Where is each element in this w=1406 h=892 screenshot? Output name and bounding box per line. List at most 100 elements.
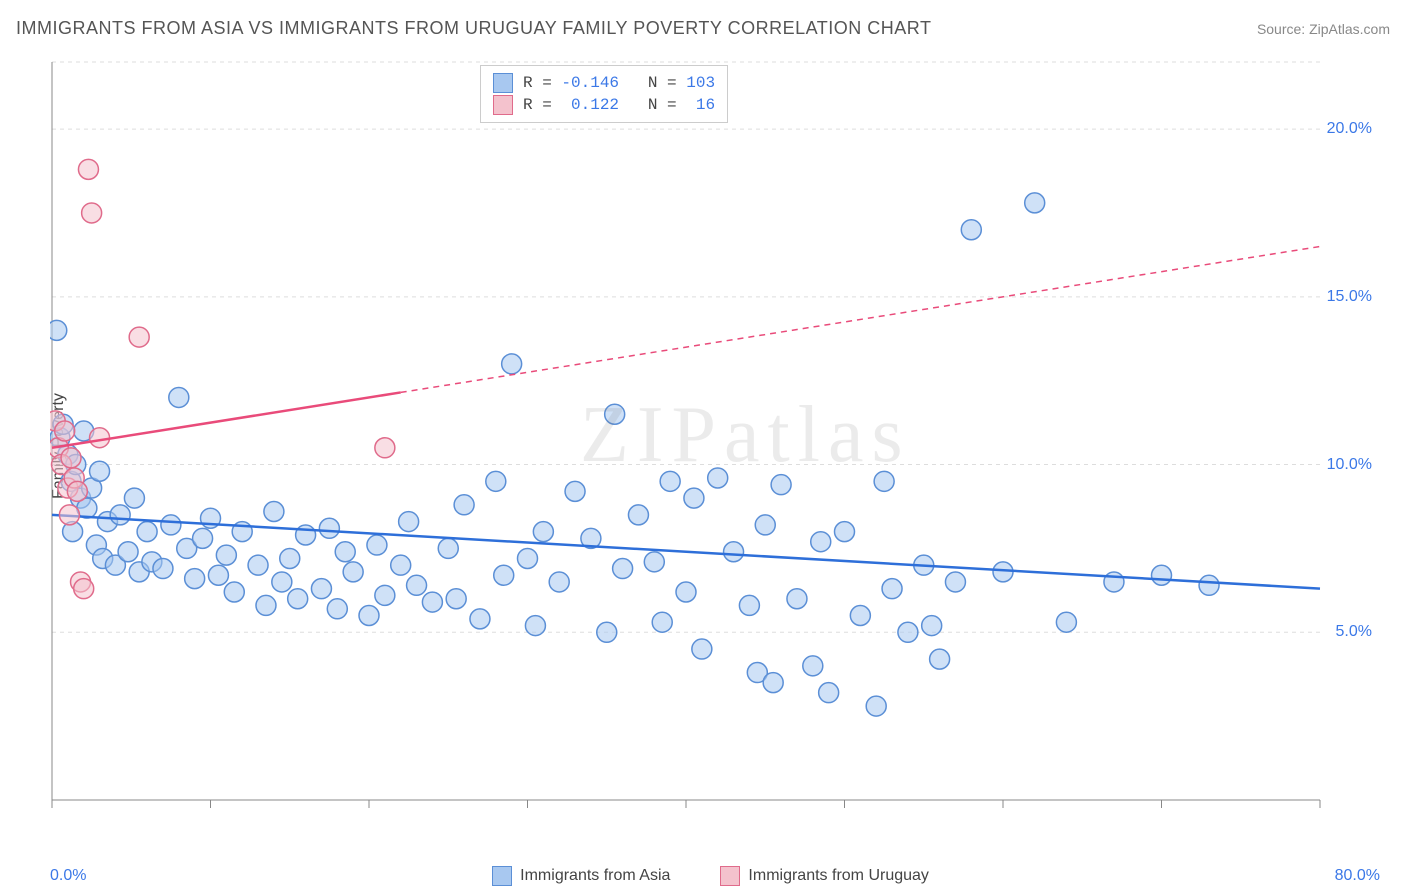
scatter-point — [882, 579, 902, 599]
scatter-point — [874, 471, 894, 491]
correlation-legend: R = -0.146 N = 103R = 0.122 N = 16 — [480, 65, 728, 123]
scatter-point — [628, 505, 648, 525]
scatter-point — [438, 538, 458, 558]
scatter-point — [264, 502, 284, 522]
series-legend: Immigrants from Asia Immigrants from Urug… — [492, 866, 929, 886]
scatter-point — [55, 421, 75, 441]
x-min-label: 0.0% — [50, 867, 86, 885]
scatter-point — [676, 582, 696, 602]
scatter-point — [613, 559, 633, 579]
scatter-point — [375, 438, 395, 458]
legend-swatch — [493, 73, 513, 93]
scatter-point — [446, 589, 466, 609]
scatter-point — [605, 404, 625, 424]
scatter-point — [288, 589, 308, 609]
scatter-point — [343, 562, 363, 582]
scatter-point — [597, 622, 617, 642]
scatter-point — [391, 555, 411, 575]
scatter-point — [375, 585, 395, 605]
scatter-point — [118, 542, 138, 562]
scatter-point — [1199, 575, 1219, 595]
scatter-point — [850, 606, 870, 626]
scatter-point — [208, 565, 228, 585]
scatter-point — [819, 683, 839, 703]
scatter-point — [311, 579, 331, 599]
scatter-point — [898, 622, 918, 642]
scatter-point — [454, 495, 474, 515]
scatter-point — [78, 159, 98, 179]
scatter-point — [525, 616, 545, 636]
chart-title: IMMIGRANTS FROM ASIA VS IMMIGRANTS FROM … — [16, 18, 931, 39]
scatter-point — [224, 582, 244, 602]
scatter-point — [811, 532, 831, 552]
legend-swatch — [493, 95, 513, 115]
scatter-point — [787, 589, 807, 609]
scatter-point — [129, 327, 149, 347]
scatter-point — [248, 555, 268, 575]
scatter-point — [1104, 572, 1124, 592]
scatter-point — [803, 656, 823, 676]
scatter-point — [90, 461, 110, 481]
legend-text: R = 0.122 N = 16 — [523, 94, 715, 116]
legend-text: R = -0.146 N = 103 — [523, 72, 715, 94]
scatter-point — [61, 448, 81, 468]
scatter-point — [470, 609, 490, 629]
scatter-point — [359, 606, 379, 626]
y-tick-label: 10.0% — [1327, 456, 1372, 474]
scatter-point — [502, 354, 522, 374]
scatter-point — [1152, 565, 1172, 585]
series-name: Immigrants from Uruguay — [748, 867, 929, 885]
scatter-point — [1056, 612, 1076, 632]
scatter-point — [771, 475, 791, 495]
scatter-point — [993, 562, 1013, 582]
scatter-point — [367, 535, 387, 555]
scatter-point — [692, 639, 712, 659]
scatter-point — [185, 569, 205, 589]
scatter-point — [486, 471, 506, 491]
y-tick-label: 20.0% — [1327, 120, 1372, 138]
scatter-point — [256, 595, 276, 615]
scatter-point — [565, 481, 585, 501]
scatter-point — [549, 572, 569, 592]
x-max-label: 80.0% — [1335, 867, 1380, 885]
scatter-point — [660, 471, 680, 491]
scatter-point — [280, 548, 300, 568]
scatter-point — [755, 515, 775, 535]
series-name: Immigrants from Asia — [520, 867, 670, 885]
x-axis-legend: 0.0% Immigrants from AsiaImmigrants from… — [50, 866, 1380, 886]
scatter-plot: 5.0%10.0%15.0%20.0% ZIPatlas R = -0.146 … — [50, 60, 1380, 820]
y-tick-label: 5.0% — [1336, 623, 1372, 641]
scatter-point — [169, 387, 189, 407]
trend-line-dashed — [401, 247, 1320, 393]
scatter-point — [708, 468, 728, 488]
scatter-point — [153, 559, 173, 579]
legend-swatch — [720, 866, 740, 886]
legend-row: R = 0.122 N = 16 — [493, 94, 715, 116]
scatter-point — [399, 512, 419, 532]
scatter-point — [124, 488, 144, 508]
legend-row: R = -0.146 N = 103 — [493, 72, 715, 94]
scatter-point — [1025, 193, 1045, 213]
scatter-point — [724, 542, 744, 562]
trend-line — [52, 515, 1320, 589]
y-tick-label: 15.0% — [1327, 288, 1372, 306]
scatter-point — [161, 515, 181, 535]
scatter-point — [82, 203, 102, 223]
scatter-point — [216, 545, 236, 565]
scatter-point — [59, 505, 79, 525]
scatter-point — [684, 488, 704, 508]
scatter-point — [319, 518, 339, 538]
scatter-point — [930, 649, 950, 669]
series-legend-item: Immigrants from Asia — [492, 866, 670, 886]
scatter-point — [137, 522, 157, 542]
scatter-point — [335, 542, 355, 562]
source-attribution: Source: ZipAtlas.com — [1257, 21, 1390, 37]
legend-swatch — [492, 866, 512, 886]
scatter-point — [835, 522, 855, 542]
scatter-point — [422, 592, 442, 612]
scatter-point — [961, 220, 981, 240]
scatter-point — [110, 505, 130, 525]
scatter-point — [533, 522, 553, 542]
scatter-point — [644, 552, 664, 572]
scatter-point — [50, 320, 67, 340]
